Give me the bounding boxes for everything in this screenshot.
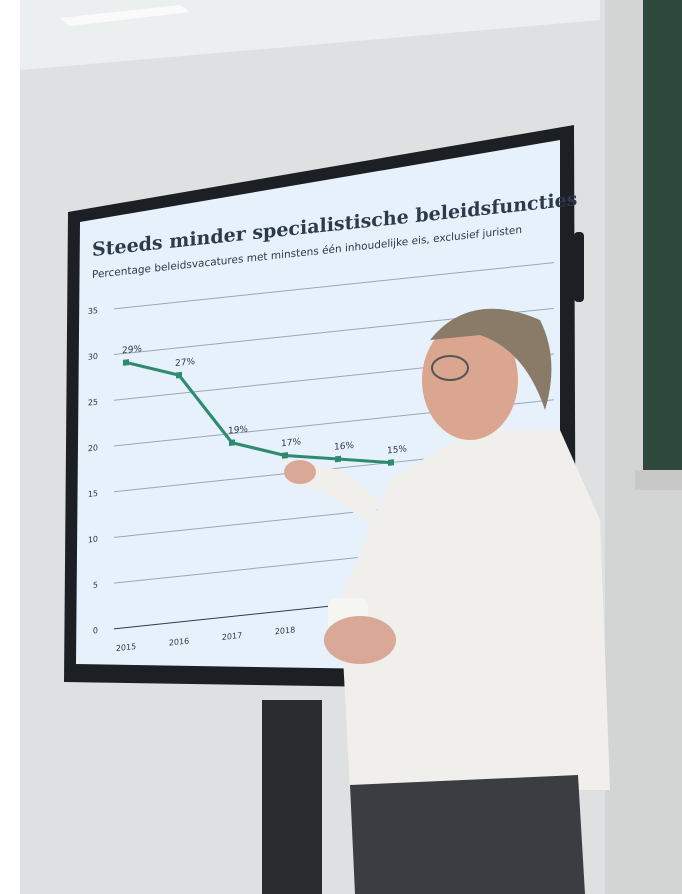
screen-handle [574, 232, 584, 302]
data-label: 19% [228, 425, 248, 437]
green-board [643, 0, 682, 470]
board-ledge [635, 470, 682, 490]
hand [284, 460, 316, 484]
y-tick-label: 5 [93, 580, 98, 590]
data-point [229, 439, 235, 446]
y-tick-label: 20 [88, 443, 98, 453]
y-tick-label: 25 [88, 397, 98, 407]
y-tick-label: 30 [88, 352, 98, 362]
data-point [388, 459, 394, 466]
page: Steeds minder specialistische beleidsfun… [0, 0, 682, 894]
y-tick-label: 10 [88, 535, 98, 545]
y-tick-label: 15 [88, 489, 98, 499]
data-point [335, 456, 341, 463]
data-point [282, 452, 288, 459]
data-point [123, 359, 129, 366]
trousers [350, 775, 585, 894]
data-label: 17% [281, 437, 301, 449]
y-tick-label: 0 [93, 626, 98, 636]
stand [262, 700, 322, 894]
left-border [0, 0, 20, 894]
y-tick-label: 35 [88, 306, 98, 316]
data-label: 27% [175, 357, 195, 369]
photo: Steeds minder specialistische beleidsfun… [0, 0, 682, 894]
data-point [176, 372, 182, 379]
hands [324, 616, 396, 664]
